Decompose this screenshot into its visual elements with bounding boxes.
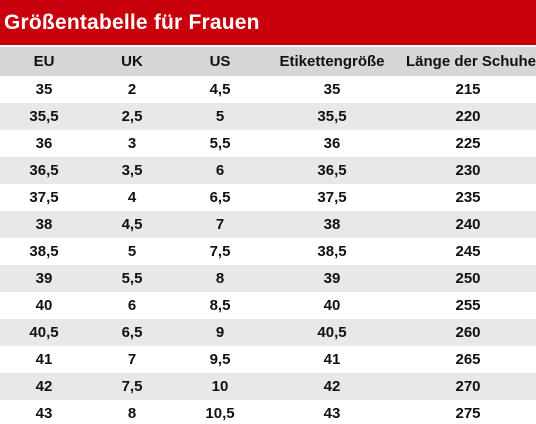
cell-us: 7,5 (176, 238, 264, 265)
cell-shoe-length: 240 (400, 211, 536, 238)
cell-eu: 38 (0, 211, 88, 238)
cell-eu: 41 (0, 346, 88, 373)
cell-us: 9,5 (176, 346, 264, 373)
cell-uk: 8 (88, 400, 176, 424)
cell-us: 4,5 (176, 76, 264, 103)
column-header-us: US (176, 45, 264, 76)
cell-us: 9 (176, 319, 264, 346)
table-row: 35 2 4,5 35 215 (0, 76, 536, 103)
cell-eu: 39 (0, 265, 88, 292)
cell-shoe-length: 260 (400, 319, 536, 346)
cell-label-size: 40,5 (264, 319, 400, 346)
cell-eu: 35 (0, 76, 88, 103)
table-row: 35,5 2,5 5 35,5 220 (0, 103, 536, 130)
column-header-uk: UK (88, 45, 176, 76)
table-row: 36,5 3,5 6 36,5 230 (0, 157, 536, 184)
cell-uk: 6,5 (88, 319, 176, 346)
cell-eu: 36 (0, 130, 88, 157)
table-row: 43 8 10,5 43 275 (0, 400, 536, 424)
cell-uk: 3,5 (88, 157, 176, 184)
cell-eu: 40,5 (0, 319, 88, 346)
table-row: 37,5 4 6,5 37,5 235 (0, 184, 536, 211)
column-header-label-size: Etikettengröße (264, 45, 400, 76)
cell-eu: 37,5 (0, 184, 88, 211)
table-row: 39 5,5 8 39 250 (0, 265, 536, 292)
cell-eu: 40 (0, 292, 88, 319)
cell-us: 6,5 (176, 184, 264, 211)
cell-uk: 7,5 (88, 373, 176, 400)
cell-uk: 4,5 (88, 211, 176, 238)
cell-uk: 3 (88, 130, 176, 157)
cell-label-size: 42 (264, 373, 400, 400)
cell-uk: 5 (88, 238, 176, 265)
cell-us: 8,5 (176, 292, 264, 319)
cell-uk: 4 (88, 184, 176, 211)
table-row: 42 7,5 10 42 270 (0, 373, 536, 400)
cell-shoe-length: 275 (400, 400, 536, 424)
cell-eu: 43 (0, 400, 88, 424)
cell-us: 10 (176, 373, 264, 400)
table-body: 35 2 4,5 35 215 35,5 2,5 5 35,5 220 36 3 5,5 36 225 36,… (0, 76, 536, 424)
table-row: 36 3 5,5 36 225 (0, 130, 536, 157)
page-title: Größentabelle für Frauen (0, 0, 536, 45)
cell-us: 8 (176, 265, 264, 292)
cell-us: 6 (176, 157, 264, 184)
size-table: EU UK US Etikettengröße Länge der Schuhe… (0, 45, 536, 424)
cell-uk: 2,5 (88, 103, 176, 130)
cell-label-size: 41 (264, 346, 400, 373)
cell-shoe-length: 230 (400, 157, 536, 184)
cell-us: 10,5 (176, 400, 264, 424)
table-row: 38 4,5 7 38 240 (0, 211, 536, 238)
cell-eu: 38,5 (0, 238, 88, 265)
cell-shoe-length: 250 (400, 265, 536, 292)
cell-shoe-length: 245 (400, 238, 536, 265)
cell-label-size: 35 (264, 76, 400, 103)
cell-label-size: 40 (264, 292, 400, 319)
cell-uk: 2 (88, 76, 176, 103)
cell-shoe-length: 235 (400, 184, 536, 211)
cell-label-size: 43 (264, 400, 400, 424)
cell-us: 5 (176, 103, 264, 130)
cell-shoe-length: 265 (400, 346, 536, 373)
table-row: 40 6 8,5 40 255 (0, 292, 536, 319)
cell-uk: 6 (88, 292, 176, 319)
table-row: 40,5 6,5 9 40,5 260 (0, 319, 536, 346)
cell-eu: 35,5 (0, 103, 88, 130)
cell-shoe-length: 270 (400, 373, 536, 400)
cell-us: 7 (176, 211, 264, 238)
table-row: 38,5 5 7,5 38,5 245 (0, 238, 536, 265)
cell-shoe-length: 215 (400, 76, 536, 103)
cell-uk: 5,5 (88, 265, 176, 292)
cell-shoe-length: 255 (400, 292, 536, 319)
cell-label-size: 35,5 (264, 103, 400, 130)
cell-eu: 42 (0, 373, 88, 400)
cell-label-size: 39 (264, 265, 400, 292)
cell-label-size: 36 (264, 130, 400, 157)
column-header-shoe-length: Länge der Schuhe (400, 45, 536, 76)
cell-label-size: 37,5 (264, 184, 400, 211)
table-header-row: EU UK US Etikettengröße Länge der Schuhe (0, 45, 536, 76)
cell-shoe-length: 225 (400, 130, 536, 157)
cell-eu: 36,5 (0, 157, 88, 184)
cell-shoe-length: 220 (400, 103, 536, 130)
cell-label-size: 38 (264, 211, 400, 238)
cell-label-size: 38,5 (264, 238, 400, 265)
cell-us: 5,5 (176, 130, 264, 157)
cell-label-size: 36,5 (264, 157, 400, 184)
table-row: 41 7 9,5 41 265 (0, 346, 536, 373)
column-header-eu: EU (0, 45, 88, 76)
cell-uk: 7 (88, 346, 176, 373)
